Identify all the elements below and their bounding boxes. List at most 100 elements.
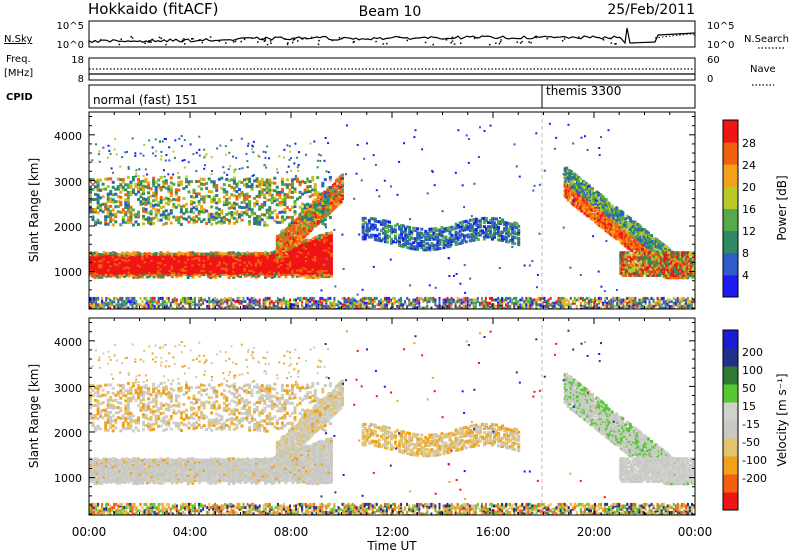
power-echo-cell: [323, 159, 326, 162]
power-echo-cell: [248, 207, 252, 211]
power-echo-cell: [622, 228, 626, 232]
power-echo-cell: [422, 244, 426, 248]
power-echo-cell: [202, 195, 206, 199]
power-echo-cell: [661, 259, 665, 263]
power-echo-cell: [277, 250, 281, 254]
power-echo-cell: [152, 176, 156, 180]
power-echo-cell: [164, 214, 168, 218]
power-echo-cell: [288, 188, 292, 192]
power-echo-cell: [193, 254, 197, 258]
power-echo-cell: [631, 261, 635, 265]
power-echo-cell: [658, 271, 662, 275]
power-echo-cell: [118, 259, 122, 263]
power-echo-cell: [311, 257, 315, 261]
power-echo-cell: [326, 190, 330, 194]
power-echo-cell: [464, 240, 468, 244]
power-echo-cell: [104, 177, 108, 181]
power-echo-cell: [318, 202, 322, 206]
power-echo-cell: [211, 270, 215, 274]
power-echo-cell: [331, 203, 335, 207]
power-echo-cell: [270, 269, 274, 273]
power-echo-cell: [125, 271, 129, 275]
power-echo-cell: [295, 227, 299, 231]
power-echo-cell: [647, 255, 651, 259]
power-echo-cell: [338, 198, 341, 202]
power-echo-cell: [139, 192, 143, 196]
nsky-point: [476, 37, 478, 39]
power-echo-cell: [311, 178, 315, 182]
power-echo-cell: [513, 223, 517, 227]
power-echo-cell: [126, 183, 130, 187]
nsky-point: [338, 37, 341, 39]
power-echo-cell: [91, 218, 95, 221]
power-echo-cell: [619, 257, 623, 261]
power-echo-cell: [414, 237, 418, 241]
power-echo-cell: [260, 178, 264, 181]
power-echo-cell: [154, 138, 157, 141]
power-echo-cell: [507, 222, 511, 225]
power-echo-cell: [690, 259, 693, 263]
power-echo-cell: [314, 252, 317, 256]
power-echo-cell: [252, 151, 255, 154]
power-echo-cell: [116, 195, 120, 199]
power-echo-cell: [402, 243, 406, 246]
power-echo-cell: [329, 249, 333, 253]
power-echo-cell: [257, 264, 261, 268]
power-echo-cell: [432, 245, 436, 249]
power-echo-cell: [113, 148, 116, 151]
power-echo-cell: [102, 271, 106, 275]
power-echo-cell: [302, 257, 306, 261]
power-echo-cell: [291, 262, 295, 266]
power-echo-cell: [98, 257, 102, 261]
power-echo-cell: [288, 215, 292, 219]
power-echo-cell: [148, 272, 152, 276]
power-echo-cell: [212, 197, 216, 201]
power-echo-cell: [149, 202, 153, 206]
power-echo-cell: [316, 257, 320, 261]
power-echo-cell: [142, 217, 145, 221]
power-echo-cell: [179, 210, 183, 214]
power-echo-cell: [126, 175, 130, 179]
power-echo-cell: [320, 266, 324, 270]
power-echo-cell: [254, 257, 258, 261]
power-echo-cell: [442, 242, 446, 246]
power-echo-cell: [276, 171, 279, 174]
power-echo-cell: [232, 267, 236, 271]
power-echo-cell: [383, 219, 387, 223]
power-echo-cell: [410, 230, 414, 234]
power-echo-cell: [182, 212, 186, 216]
power-echo-cell: [684, 259, 688, 263]
nsky-point: [218, 40, 221, 42]
power-echo-cell: [229, 261, 233, 265]
power-echo-cell: [316, 276, 320, 280]
power-echo-cell: [307, 241, 311, 245]
power-echo-cell: [159, 188, 163, 192]
power-echo-cell: [300, 267, 304, 271]
power-echo-cell: [214, 263, 217, 267]
power-echo-cell: [628, 246, 632, 250]
power-echo-cell: [150, 254, 154, 258]
power-echo-cell: [211, 170, 213, 172]
power-echo-cell: [313, 193, 317, 197]
power-echo-cell: [628, 273, 632, 277]
nsky-point: [191, 38, 193, 40]
power-echo-cell: [298, 254, 302, 258]
power-echo-cell: [143, 143, 146, 146]
power-echo-cell: [268, 178, 272, 182]
power-echo-cell: [136, 263, 140, 267]
power-echo-cell: [245, 195, 249, 199]
power-echo-cell: [119, 185, 123, 189]
power-echo-cell: [642, 261, 646, 265]
power-echo-cell: [635, 263, 639, 267]
power-echo-cell: [263, 203, 267, 207]
power-echo-cell: [327, 231, 331, 235]
power-echo-cell: [190, 195, 193, 199]
power-echo-cell: [377, 236, 381, 240]
power-echo-cell: [300, 243, 304, 246]
power-echo-cell: [434, 229, 438, 233]
power-echo-cell: [157, 263, 161, 267]
power-echo-cell: [462, 236, 466, 240]
power-echo-cell: [229, 253, 233, 257]
power-echo-cell: [681, 259, 685, 263]
power-echo-cell: [297, 164, 300, 166]
